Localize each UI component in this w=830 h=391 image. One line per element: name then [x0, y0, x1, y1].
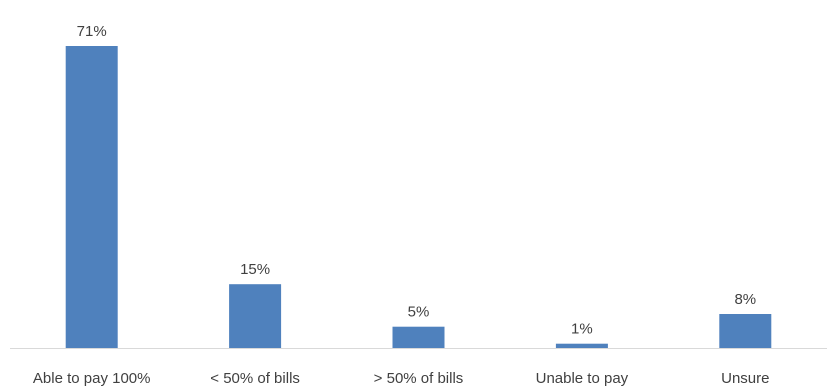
- x-tick-label-4: Unable to pay: [536, 370, 629, 387]
- bar-1: [65, 46, 118, 348]
- data-labels-group: 71% 15% 5% 1% 8%: [77, 23, 756, 338]
- data-label-4: 1%: [571, 321, 593, 338]
- bars-group: [65, 46, 772, 348]
- x-tick-label-1: Able to pay 100%: [33, 370, 151, 387]
- x-tick-label-2: < 50% of bills: [210, 370, 300, 387]
- bar-3: [392, 326, 445, 348]
- bar-4: [555, 343, 608, 348]
- data-label-2: 15%: [240, 261, 270, 278]
- data-label-3: 5%: [408, 304, 430, 321]
- x-tick-label-5: Unsure: [721, 370, 769, 387]
- bar-5: [719, 314, 772, 348]
- bar-2: [229, 284, 282, 348]
- data-label-5: 8%: [734, 291, 756, 308]
- data-label-1: 71%: [77, 23, 107, 40]
- x-tick-label-3: > 50% of bills: [374, 370, 464, 387]
- tick-labels-group: Able to pay 100% < 50% of bills > 50% of b…: [33, 370, 770, 387]
